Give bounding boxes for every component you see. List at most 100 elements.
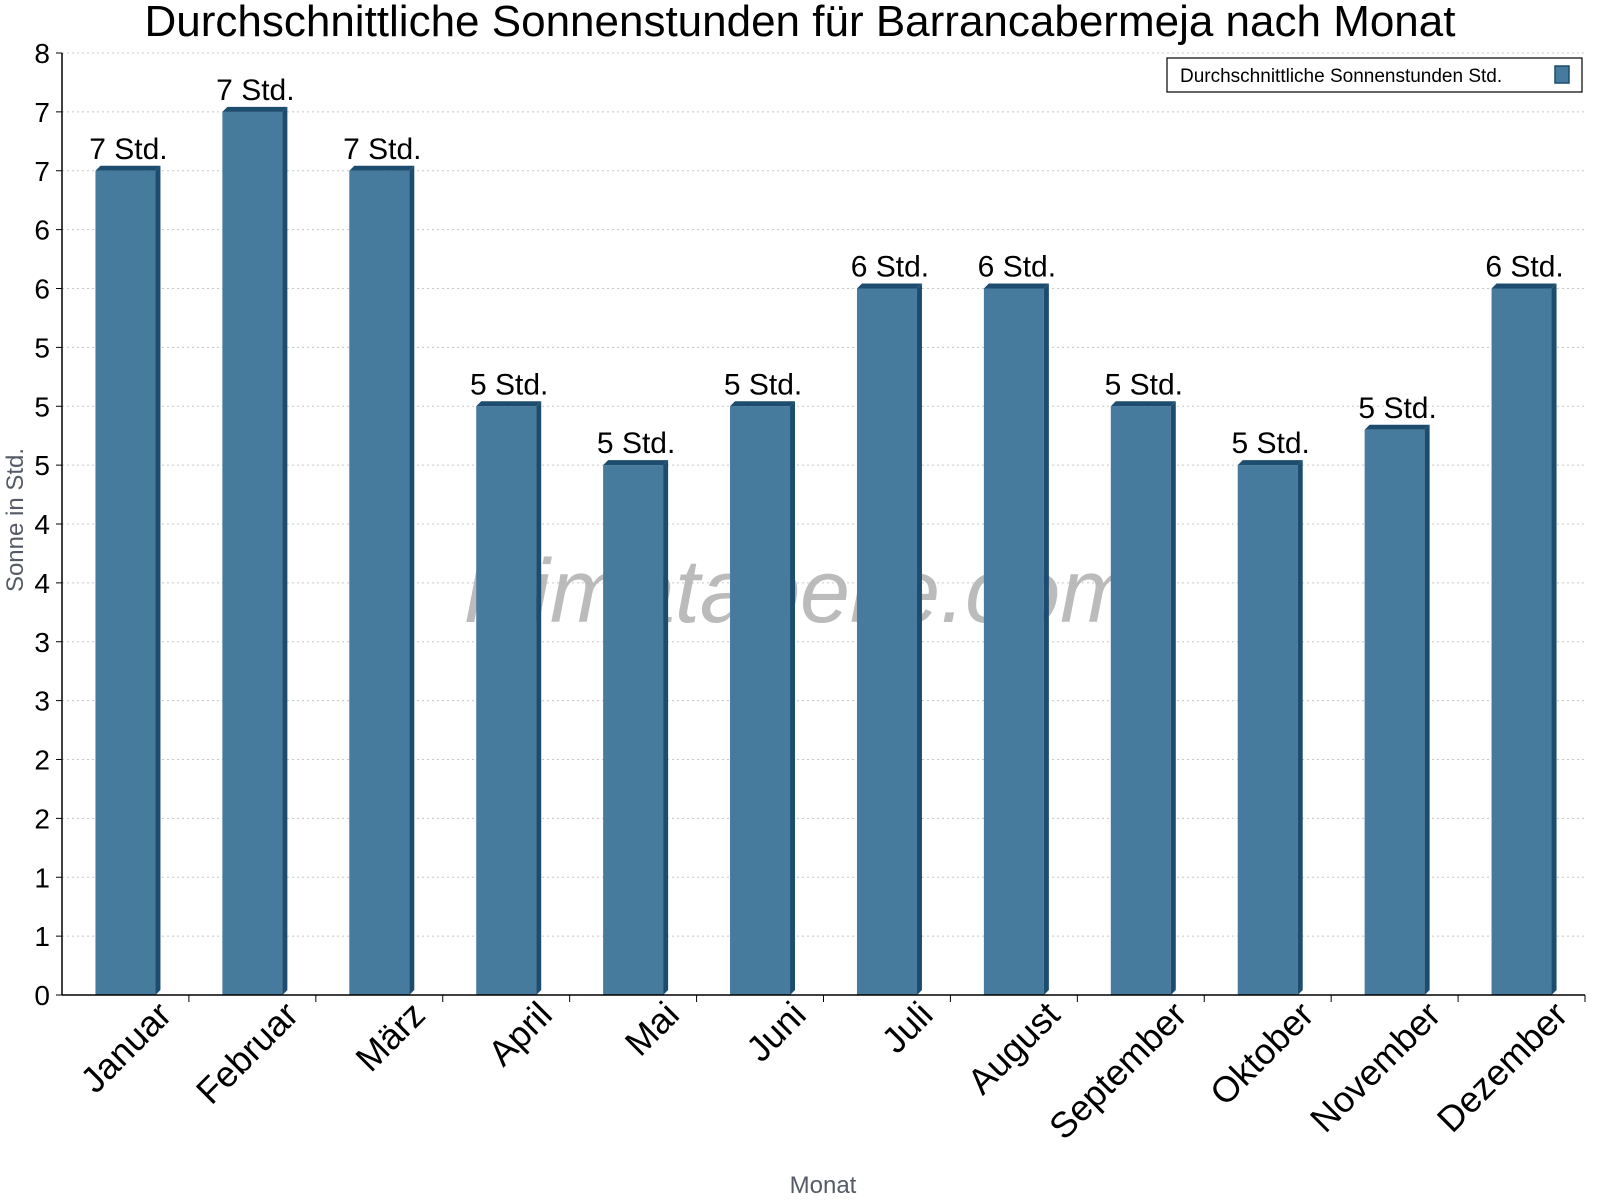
x-tick-label: Januar: [72, 994, 179, 1101]
x-tick-label: November: [1302, 994, 1448, 1140]
x-tick-label: Oktober: [1202, 994, 1322, 1114]
y-tick-label: 4: [34, 509, 50, 540]
chart-title: Durchschnittliche Sonnenstunden für Barr…: [145, 0, 1456, 46]
bar-august: [983, 283, 1049, 995]
bar-top: [1237, 460, 1303, 466]
data-label: 6 Std.: [1485, 251, 1563, 284]
bar-side: [663, 460, 669, 995]
bar-top: [476, 401, 542, 407]
x-axis-ticks: Januar Februar März April Mai Juni Juli AugustS…: [72, 994, 1586, 1148]
y-tick-label: 4: [34, 568, 50, 599]
data-label: 5 Std.: [1358, 392, 1436, 425]
data-label: 6 Std.: [851, 251, 929, 284]
bar-top: [856, 283, 922, 289]
y-tick-label: 6: [34, 274, 50, 305]
bar-front: [95, 170, 156, 995]
bar-top: [349, 165, 415, 171]
y-axis-label: Sonne in Std.: [2, 448, 29, 592]
y-tick-label: 5: [34, 332, 50, 363]
y-tick-label: 0: [34, 980, 50, 1011]
bar-side: [790, 401, 796, 995]
bar-top: [603, 460, 669, 466]
bar-juni: [730, 401, 796, 995]
y-tick-label: 3: [34, 627, 50, 658]
y-tick-label: 8: [34, 38, 50, 69]
y-tick-label: 1: [34, 862, 50, 893]
bar-september: [1110, 401, 1176, 995]
x-tick-label: April: [480, 994, 560, 1074]
bar-märz: [349, 165, 415, 995]
bar-front: [349, 170, 410, 995]
bar-front: [476, 406, 537, 995]
legend-swatch: [1554, 65, 1570, 84]
x-tick-label: Mai: [617, 994, 687, 1064]
bar-front: [1237, 465, 1298, 995]
y-tick-label: 3: [34, 686, 50, 717]
bar-side: [1043, 283, 1049, 995]
x-tick-label: Februar: [188, 994, 306, 1112]
bar-side: [155, 165, 161, 995]
bar-dezember: [1491, 283, 1557, 995]
y-tick-label: 7: [34, 156, 50, 187]
bar-front: [856, 288, 917, 995]
bar-top: [983, 283, 1049, 289]
y-axis-ticks: 0 1 1 2 2 3 3 4 4 5 5 5 6 6 7 7 8: [34, 38, 62, 1011]
data-label: 5 Std.: [724, 368, 802, 401]
data-labels: 7 Std. 7 Std. 7 Std. 5 Std. 5 Std. 5 Std. 6 St…: [89, 74, 1563, 460]
x-tick-label: September: [1041, 994, 1195, 1148]
bar-side: [282, 106, 288, 995]
bar-side: [1170, 401, 1176, 995]
data-label: 5 Std.: [470, 368, 548, 401]
legend-label: Durchschnittliche Sonnenstunden Std.: [1180, 66, 1502, 87]
bar-side: [1424, 424, 1430, 995]
bar-mai: [603, 460, 669, 995]
y-tick-label: 5: [34, 391, 50, 422]
y-tick-label: 2: [34, 745, 50, 776]
y-tick-label: 7: [34, 97, 50, 128]
bar-top: [222, 106, 288, 112]
bar-top: [1364, 424, 1430, 430]
bar-november: [1364, 424, 1430, 995]
bar-april: [476, 401, 542, 995]
bar-top: [1110, 401, 1176, 407]
bar-front: [603, 465, 664, 995]
data-label: 5 Std.: [1105, 368, 1183, 401]
data-label: 7 Std.: [89, 133, 167, 166]
data-label: 7 Std.: [343, 133, 421, 166]
bar-series: [95, 106, 1557, 995]
bar-front: [1364, 429, 1425, 995]
data-label: 5 Std.: [1232, 427, 1310, 460]
bar-side: [409, 165, 415, 995]
legend: Durchschnittliche Sonnenstunden Std.: [1166, 57, 1583, 93]
x-tick-label: Dezember: [1429, 994, 1575, 1140]
bar-top: [95, 165, 161, 171]
bar-januar: [95, 165, 161, 995]
bar-front: [222, 111, 283, 995]
x-axis-label: Monat: [790, 1172, 857, 1199]
x-tick-label: März: [347, 994, 433, 1080]
data-label: 5 Std.: [597, 427, 675, 460]
grid-lines: [62, 52, 1585, 937]
y-tick-label: 6: [34, 215, 50, 246]
bar-side: [1297, 460, 1303, 995]
data-label: 7 Std.: [216, 74, 294, 107]
bar-top: [730, 401, 796, 407]
bar-front: [1491, 288, 1552, 995]
legend-box: [1166, 57, 1583, 93]
bar-front: [730, 406, 791, 995]
bar-side: [1551, 283, 1557, 995]
bar-front: [1110, 406, 1171, 995]
x-tick-label: Juni: [738, 994, 814, 1070]
y-tick-label: 5: [34, 450, 50, 481]
bar-side: [536, 401, 542, 995]
y-tick-label: 2: [34, 803, 50, 834]
x-tick-label: Juli: [873, 994, 940, 1061]
x-tick-label: August: [959, 994, 1067, 1102]
y-tick-label: 1: [34, 921, 50, 952]
bar-oktober: [1237, 460, 1303, 995]
bar-februar: [222, 106, 288, 995]
bar-side: [916, 283, 922, 995]
bar-front: [983, 288, 1044, 995]
data-label: 6 Std.: [978, 251, 1056, 284]
